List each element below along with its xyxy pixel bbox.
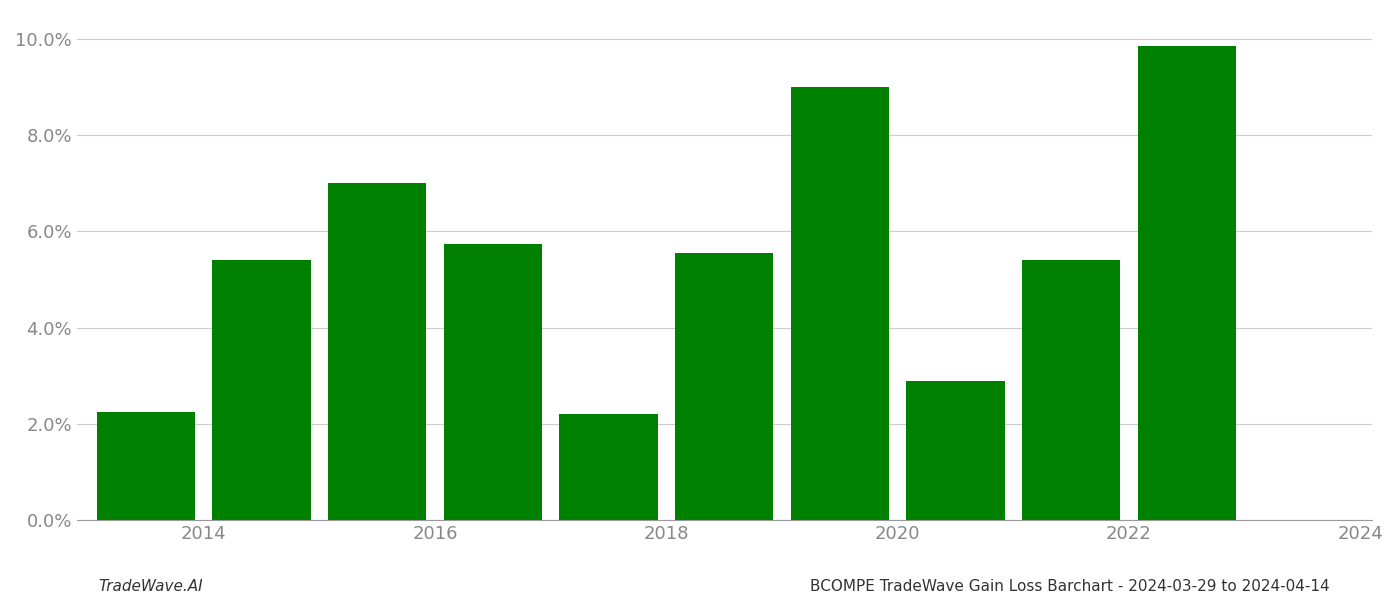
Bar xyxy=(675,253,773,520)
Bar xyxy=(560,415,658,520)
Bar xyxy=(97,412,195,520)
Text: BCOMPE TradeWave Gain Loss Barchart - 2024-03-29 to 2024-04-14: BCOMPE TradeWave Gain Loss Barchart - 20… xyxy=(811,579,1330,594)
Bar xyxy=(791,87,889,520)
Bar xyxy=(444,244,542,520)
Bar xyxy=(1138,46,1236,520)
Text: TradeWave.AI: TradeWave.AI xyxy=(98,579,203,594)
Bar xyxy=(906,380,1005,520)
Bar xyxy=(213,260,311,520)
Bar xyxy=(1022,260,1120,520)
Bar xyxy=(328,184,427,520)
